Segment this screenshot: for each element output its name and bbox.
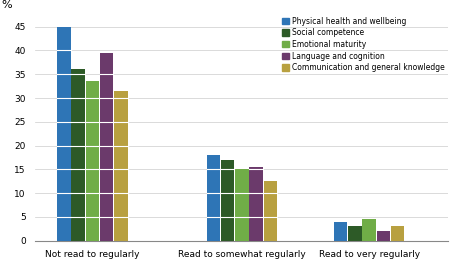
- Bar: [71, 69, 85, 241]
- Bar: [362, 219, 376, 241]
- Legend: Physical health and wellbeing, Social competence, Emotional maturity, Language a: Physical health and wellbeing, Social co…: [282, 16, 444, 72]
- Bar: [264, 181, 277, 241]
- Bar: [86, 81, 99, 241]
- Bar: [207, 155, 220, 241]
- Bar: [377, 231, 390, 241]
- Bar: [57, 27, 71, 241]
- Bar: [348, 227, 362, 241]
- Bar: [100, 53, 114, 241]
- Bar: [235, 169, 249, 241]
- Bar: [334, 222, 347, 241]
- Bar: [249, 167, 263, 241]
- Y-axis label: %: %: [1, 1, 12, 11]
- Bar: [114, 91, 128, 241]
- Bar: [391, 227, 405, 241]
- Bar: [221, 160, 234, 241]
